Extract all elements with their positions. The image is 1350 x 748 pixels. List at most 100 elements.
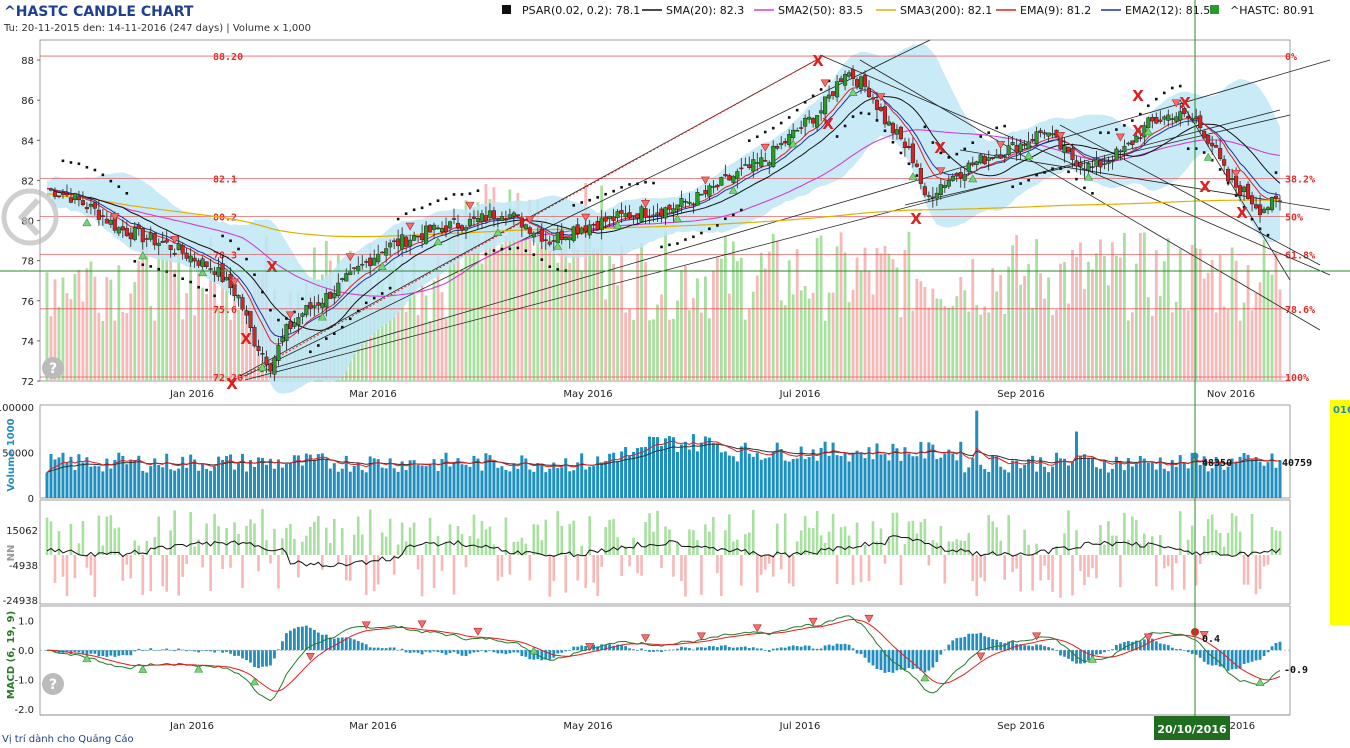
volume-bg-bar: [149, 305, 153, 381]
macd-histogram-bar: [955, 638, 959, 651]
nn-bar: [899, 555, 903, 585]
volume-bg-bar: [967, 311, 971, 381]
macd-histogram-bar: [384, 648, 388, 651]
volume-bg-bar: [1075, 256, 1078, 381]
candle: [404, 235, 409, 253]
candle: [795, 127, 800, 132]
macd-histogram-bar: [544, 650, 548, 660]
nn-bar: [57, 531, 61, 555]
nn-bar: [552, 555, 556, 582]
volume-bg-bar: [536, 199, 540, 381]
candle: [990, 157, 995, 161]
psar-dot: [931, 141, 935, 144]
volume-bg-bar: [1107, 285, 1110, 381]
volume-bg-bar: [763, 268, 767, 381]
candle: [132, 222, 137, 242]
psar-dot: [1155, 97, 1158, 101]
volume-bg-bar: [1003, 313, 1007, 381]
volume-bar: [1063, 458, 1067, 498]
nn-bar: [600, 555, 603, 567]
nn-bar: [644, 522, 647, 555]
nn-bar: [424, 543, 428, 555]
psar-dot: [596, 196, 599, 199]
candle: [1094, 150, 1099, 176]
candle-body: [571, 226, 576, 241]
nn-bar: [1011, 555, 1014, 573]
volume-bg-bar: [1059, 263, 1062, 381]
help-icon[interactable]: ?: [42, 673, 64, 695]
nn-bar: [987, 515, 991, 555]
volume-bg-bar: [867, 270, 871, 381]
nn-bar: [1186, 539, 1190, 555]
candle: [1162, 115, 1167, 126]
fib-label: 100%: [1285, 373, 1309, 384]
macd-sell-arrow: [752, 624, 762, 633]
macd-histogram-bar: [460, 650, 464, 656]
volume-bar: [683, 441, 687, 498]
psar-dot: [61, 159, 65, 163]
macd-sell-arrow: [473, 627, 483, 636]
candle: [603, 212, 608, 229]
macd-histogram-bar: [193, 650, 197, 652]
volume-bg-bar: [1230, 247, 1234, 381]
volume-bg-bar: [787, 260, 791, 381]
candle-body: [1242, 186, 1247, 192]
volume-bg-bar: [77, 269, 81, 381]
psar-dot: [867, 112, 871, 116]
nn-bar: [1143, 533, 1146, 555]
nn-bar: [592, 555, 595, 583]
candle: [807, 110, 812, 124]
candle: [316, 294, 321, 314]
volume-bg-bar: [1214, 312, 1218, 381]
candle: [854, 77, 860, 90]
volume-bg-bar: [472, 207, 476, 381]
candle-body: [747, 164, 752, 168]
volume-bg-bar: [971, 259, 975, 381]
volume-bar: [620, 451, 624, 498]
price-tick-label: 74: [21, 337, 34, 348]
macd-histogram-bar: [1111, 649, 1114, 651]
volume-bar: [608, 453, 612, 498]
volume-bg-bar: [420, 285, 424, 381]
candle-body: [72, 193, 77, 201]
nn-bar: [153, 537, 157, 555]
macd-histogram-bar: [1134, 640, 1138, 651]
volume-bg-bar: [819, 235, 823, 381]
candle-body: [160, 240, 165, 243]
macd-histogram-bar: [672, 649, 675, 651]
macd-histogram-bar: [300, 626, 304, 651]
volume-bar: [320, 453, 324, 498]
volume-bg-bar: [201, 287, 205, 381]
macd-histogram-bar: [396, 649, 400, 651]
macd-histogram-bar: [1154, 641, 1158, 651]
buy-arrow: [1024, 151, 1034, 160]
macd-histogram-bar: [464, 650, 468, 656]
help-icon[interactable]: ?: [42, 357, 64, 379]
volume-bg-bar: [847, 302, 851, 381]
macd-histogram-bar: [265, 650, 268, 667]
nn-bar: [855, 522, 859, 555]
candle-body: [108, 219, 113, 225]
candle: [304, 305, 309, 318]
volume-bg-bar: [548, 239, 552, 381]
candle-body: [276, 345, 281, 361]
buy-arrow: [1203, 152, 1213, 161]
nn-bar: [464, 555, 468, 568]
legend-label: SMA2(50): 83.5: [778, 4, 863, 17]
psar-dot: [1003, 124, 1006, 128]
scroll-left-icon[interactable]: [1, 188, 59, 246]
chart-subtitle: Tu: 20-11-2015 den: 14-11-2016 (247 days…: [3, 23, 311, 34]
signal-x-marker: X: [934, 139, 946, 157]
candle-body: [296, 317, 301, 326]
psar-dot: [787, 116, 791, 119]
candle: [1238, 180, 1243, 202]
psar-dot: [771, 126, 775, 130]
macd-line: [46, 615, 1281, 702]
nn-bar: [380, 532, 384, 555]
volume-bg-bar: [560, 230, 564, 381]
volume-bar: [233, 469, 237, 498]
psar-dot: [612, 189, 615, 193]
nn-bar: [556, 511, 560, 555]
psar-dot: [157, 267, 161, 271]
volume-bar: [512, 463, 516, 498]
